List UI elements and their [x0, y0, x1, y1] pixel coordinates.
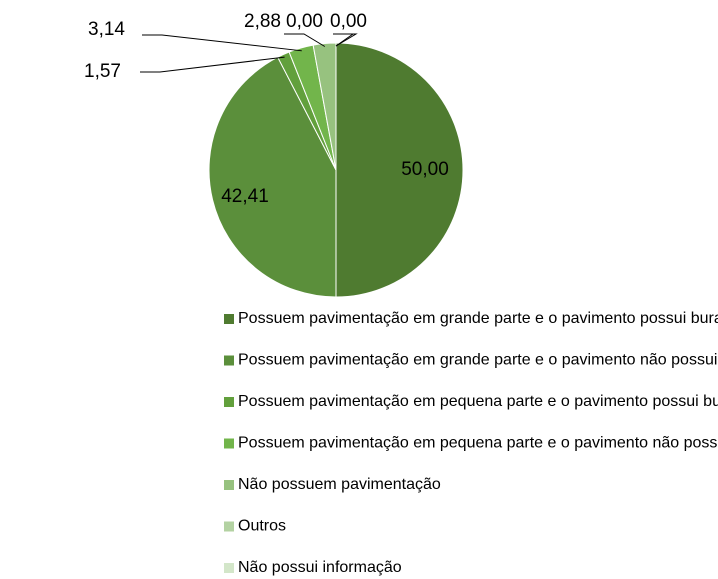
data-label: 1,57 [84, 61, 121, 82]
legend-swatch [224, 480, 234, 490]
pie-slice [208, 56, 337, 298]
leader-line [142, 34, 302, 52]
pie-slice [312, 42, 337, 171]
leader-line [284, 33, 326, 47]
legend-swatch [224, 521, 234, 532]
legend-swatch [224, 563, 234, 573]
data-label: 0,00 [286, 11, 323, 32]
data-label: 3,14 [88, 19, 125, 40]
pie-slice [335, 42, 464, 298]
legend-label: Outros [238, 518, 286, 535]
legend-swatch [224, 438, 234, 449]
legend-label: Possuem pavimentação em grande parte e o… [238, 352, 718, 369]
legend-swatch [224, 397, 234, 407]
legend-label: Possuem pavimentação em grande parte e o… [238, 310, 718, 327]
legend-label: Não possui informação [238, 559, 402, 576]
data-label: 2,88 [244, 11, 281, 32]
leader-line [140, 56, 285, 73]
legend-swatch [224, 314, 234, 324]
legend-label: Não possuem pavimentação [238, 476, 441, 493]
legend-swatch [224, 355, 234, 366]
legend-label: Possuem pavimentação em pequena parte e … [238, 435, 718, 452]
data-label: 42,41 [221, 186, 269, 207]
data-label: 50,00 [401, 159, 449, 180]
legend-label: Possuem pavimentação em pequena parte e … [238, 393, 718, 410]
data-label: 0,00 [330, 11, 367, 32]
leader-line [335, 33, 358, 47]
